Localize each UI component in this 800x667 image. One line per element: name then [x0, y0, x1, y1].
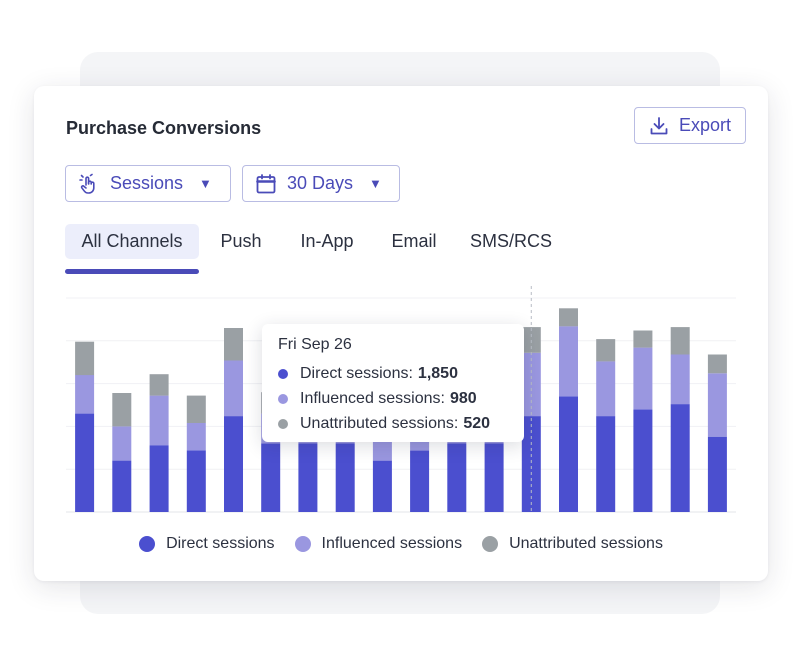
influenced-dot-icon: [278, 393, 288, 404]
bar-segment-influenced-sessions[interactable]: [633, 347, 653, 410]
bar-segment-direct-sessions[interactable]: [75, 413, 95, 512]
unattributed-legend-dot-icon: [482, 536, 499, 552]
date-range-dropdown[interactable]: 30 Days ▼: [242, 165, 400, 202]
chart-tooltip: Fri Sep 26 Direct sessions: 1,850 Influe…: [262, 324, 524, 442]
bar-segment-unattributed-sessions[interactable]: [75, 341, 95, 376]
bar-segment-direct-sessions[interactable]: [335, 443, 355, 513]
tooltip-label: Direct sessions:: [300, 364, 413, 382]
chevron-down-icon: ▼: [199, 176, 212, 191]
card-title: Purchase Conversions: [66, 118, 262, 138]
calendar-icon: [256, 173, 276, 193]
tooltip-row-influenced: Influenced sessions: 980: [278, 386, 508, 411]
active-tab-indicator: [65, 269, 199, 274]
bar-segment-direct-sessions[interactable]: [149, 445, 169, 512]
tooltip-value: 1,850: [417, 364, 458, 382]
tooltip-label: Unattributed sessions:: [300, 414, 459, 432]
bar-segment-influenced-sessions[interactable]: [149, 395, 169, 446]
tap-hand-icon: [79, 173, 95, 194]
bar-segment-unattributed-sessions[interactable]: [521, 327, 541, 353]
chart-legend: Direct sessions Influenced sessions Unat…: [34, 532, 768, 556]
legend-item-direct[interactable]: Direct sessions: [139, 535, 275, 553]
bar-segment-unattributed-sessions[interactable]: [186, 395, 206, 423]
bar-segment-influenced-sessions[interactable]: [186, 423, 206, 451]
bar-segment-influenced-sessions[interactable]: [559, 326, 578, 397]
legend-label: Unattributed sessions: [509, 535, 663, 552]
bar-segment-direct-sessions[interactable]: [447, 443, 467, 513]
download-icon: [650, 116, 668, 134]
bar-segment-direct-sessions[interactable]: [372, 460, 392, 512]
tab-all-channels[interactable]: All Channels: [65, 224, 199, 259]
bar-segment-direct-sessions[interactable]: [633, 409, 653, 512]
bar-segment-direct-sessions[interactable]: [186, 450, 206, 512]
bar-segment-influenced-sessions[interactable]: [670, 354, 690, 405]
bar-segment-unattributed-sessions[interactable]: [633, 330, 653, 348]
bar-segment-direct-sessions[interactable]: [484, 443, 504, 513]
bar-segment-direct-sessions[interactable]: [410, 450, 430, 512]
metric-dropdown[interactable]: Sessions ▼: [65, 165, 231, 202]
tooltip-row-direct: Direct sessions: 1,850: [278, 361, 508, 386]
bar-segment-direct-sessions[interactable]: [670, 404, 690, 512]
export-button[interactable]: Export: [634, 107, 746, 144]
bar-segment-influenced-sessions[interactable]: [596, 361, 616, 417]
bar-segment-unattributed-sessions[interactable]: [149, 374, 169, 396]
date-range-label: 30 Days: [287, 173, 354, 193]
metric-dropdown-label: Sessions: [110, 173, 184, 193]
tooltip-value: 520: [463, 414, 491, 432]
bar-segment-influenced-sessions[interactable]: [112, 426, 132, 461]
tab-push[interactable]: Push: [220, 231, 262, 251]
bar-segment-direct-sessions[interactable]: [224, 416, 243, 512]
bar-segment-influenced-sessions[interactable]: [75, 375, 95, 414]
bar-segment-unattributed-sessions[interactable]: [559, 308, 578, 327]
bar-segment-direct-sessions[interactable]: [596, 416, 616, 512]
direct-dot-icon: [278, 368, 288, 379]
tooltip-row-unattributed: Unattributed sessions: 520: [278, 411, 508, 436]
bar-segment-direct-sessions[interactable]: [521, 416, 541, 512]
direct-legend-dot-icon: [139, 536, 156, 552]
bar-segment-influenced-sessions[interactable]: [707, 373, 727, 437]
bar-segment-unattributed-sessions[interactable]: [224, 328, 243, 361]
bar-segment-direct-sessions[interactable]: [261, 443, 281, 513]
chevron-down-icon: ▼: [369, 176, 382, 191]
export-label: Export: [678, 115, 732, 135]
unattributed-dot-icon: [278, 418, 288, 429]
bar-segment-unattributed-sessions[interactable]: [707, 354, 727, 374]
legend-label: Influenced sessions: [321, 535, 463, 552]
bar-segment-direct-sessions[interactable]: [112, 460, 132, 512]
tab-sms-rcs[interactable]: SMS/RCS: [469, 231, 552, 251]
bar-segment-unattributed-sessions[interactable]: [596, 339, 616, 362]
tab-in-app[interactable]: In-App: [300, 231, 354, 251]
legend-label: Direct sessions: [166, 535, 275, 552]
tooltip-label: Influenced sessions:: [300, 389, 445, 407]
influenced-legend-dot-icon: [294, 536, 311, 552]
purchase-conversions-card: Purchase Conversions Export Sessions ▼ 3…: [34, 86, 768, 581]
tab-email[interactable]: Email: [391, 231, 437, 251]
bar-segment-unattributed-sessions[interactable]: [112, 393, 132, 427]
legend-item-unattributed[interactable]: Unattributed sessions: [482, 535, 663, 553]
tooltip-date: Fri Sep 26: [278, 336, 352, 353]
bar-segment-direct-sessions[interactable]: [559, 396, 578, 512]
bar-segment-influenced-sessions[interactable]: [224, 360, 243, 417]
bar-segment-direct-sessions[interactable]: [707, 436, 727, 512]
legend-item-influenced[interactable]: Influenced sessions: [294, 535, 463, 553]
bar-segment-direct-sessions[interactable]: [298, 443, 318, 513]
bar-segment-unattributed-sessions[interactable]: [670, 327, 690, 355]
tooltip-value: 980: [449, 389, 477, 407]
